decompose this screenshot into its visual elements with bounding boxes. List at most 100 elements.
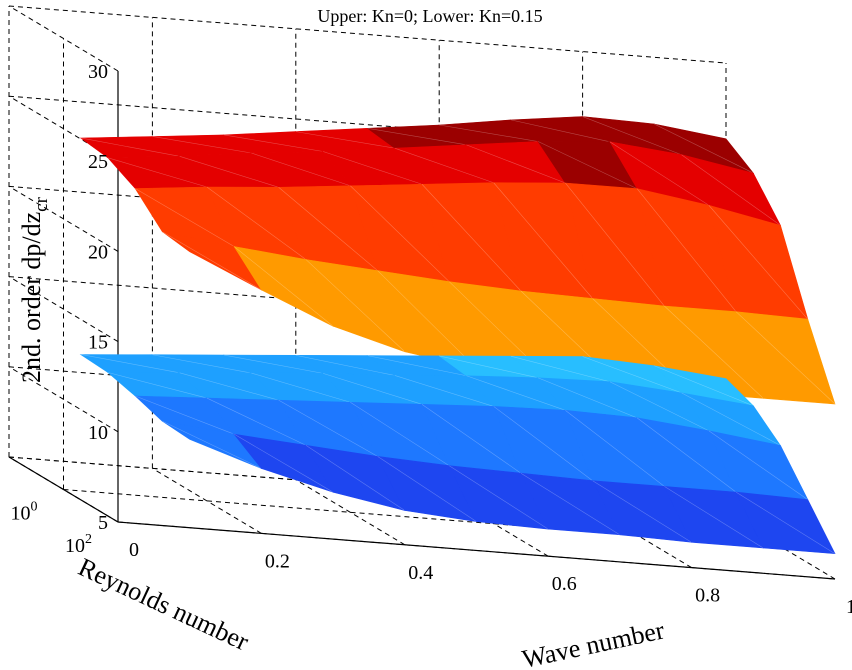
z-axis-label-sub: cr xyxy=(31,196,52,211)
z-tick-label: 15 xyxy=(88,332,108,354)
surface-mesh-edge xyxy=(305,259,406,352)
surface-mesh-edge xyxy=(394,375,494,407)
surface-mesh-edge xyxy=(135,395,235,435)
surface-mesh-edge xyxy=(295,131,395,149)
surface-mesh-edge xyxy=(493,406,593,481)
z-tick-label: 20 xyxy=(88,241,108,263)
x-tick-label: 0 xyxy=(129,539,139,561)
surface-mesh-edge xyxy=(592,480,692,543)
surface-mesh-edge xyxy=(224,134,324,152)
surface-mesh-edge xyxy=(636,417,737,493)
surface-patch xyxy=(735,491,836,555)
chart-title: Upper: Kn=0; Lower: Kn=0.15 xyxy=(317,6,542,26)
surface-mesh-edge xyxy=(681,154,781,226)
surface-mesh-edge xyxy=(421,184,522,292)
surface-mesh-edge xyxy=(609,381,709,432)
surface-mesh-edge xyxy=(206,397,306,446)
surface-mesh-edge xyxy=(350,402,450,466)
surface-mesh-edge xyxy=(179,156,279,188)
surface-mesh-edge xyxy=(466,144,566,184)
surface-mesh-edge xyxy=(251,372,351,403)
surface-mesh-edge xyxy=(510,119,610,143)
surface-mesh-edge xyxy=(538,141,638,190)
y-axis-label: Reynolds number xyxy=(74,552,253,656)
surface-mesh-edge xyxy=(162,231,262,291)
surface-mesh-edge xyxy=(322,373,423,405)
z-tick-label: 25 xyxy=(88,151,108,173)
y-tick-label: 100 xyxy=(11,500,38,525)
floor-gridline xyxy=(152,467,262,534)
surface-mesh-edge xyxy=(152,136,252,154)
surface-mesh-edge xyxy=(664,486,764,549)
back-wall-gridline xyxy=(8,5,727,64)
surface-mesh-edge xyxy=(251,152,351,187)
surface-mesh-edge xyxy=(80,137,180,157)
surface-mesh-edge xyxy=(636,188,737,312)
back-wall-gridline xyxy=(8,95,727,154)
surface-mesh-edge xyxy=(377,270,477,369)
surface-mesh-edge xyxy=(681,392,781,446)
back-wall-gridline xyxy=(8,185,727,244)
surface-mesh-edge xyxy=(233,433,334,493)
surface-mesh-edge xyxy=(664,305,764,399)
x-tick-label: 0.8 xyxy=(695,585,720,607)
y-tick-label: 102 xyxy=(65,532,92,557)
surface-mesh-edge xyxy=(735,491,836,554)
surface-mesh-edge xyxy=(582,356,682,394)
surface-mesh-edge xyxy=(538,377,638,419)
z-tick-label: 10 xyxy=(88,422,108,444)
surface-mesh-edge xyxy=(449,465,549,530)
surface-mesh-edge xyxy=(367,128,467,146)
surface-mesh-edge xyxy=(493,182,593,299)
surface-mesh-edge xyxy=(322,151,423,185)
floor-gridline xyxy=(63,489,781,547)
x-axis-line xyxy=(117,521,836,580)
back-wall-gridline xyxy=(8,276,727,335)
surface-mesh-edge xyxy=(394,147,494,184)
surface-mesh-edge xyxy=(179,372,279,401)
surface-mesh-edge xyxy=(735,311,836,405)
surface-mesh-edge xyxy=(107,157,207,188)
surface-mesh-edge xyxy=(278,399,378,457)
floor-gridline xyxy=(295,479,406,546)
surface-mesh-edge xyxy=(439,124,539,142)
surface-mesh-edge xyxy=(224,354,324,374)
surface-mesh-edge xyxy=(233,246,334,327)
y-axis-line xyxy=(8,456,119,523)
surface-mesh-edge xyxy=(367,355,467,377)
surface-mesh-edge xyxy=(107,372,207,399)
surface-mesh-edge xyxy=(565,410,665,487)
surface-lower xyxy=(79,354,836,555)
surface-mesh-edge xyxy=(520,472,621,536)
surface-mesh-edge xyxy=(206,186,307,260)
surface-mesh-edge xyxy=(162,420,262,469)
z-axis-label-main: 2nd. order dp/dz xyxy=(17,212,46,383)
surface-mesh-edge xyxy=(305,445,405,511)
surface-mesh-edge xyxy=(565,182,665,307)
surface-mesh-edge xyxy=(377,456,477,522)
surface-mesh-edge xyxy=(350,185,450,282)
floor-gridline xyxy=(8,456,727,515)
z-axis-label: 2nd. order dp/dzcr xyxy=(17,196,52,383)
surface-mesh-edge xyxy=(582,116,682,156)
x-axis-label: Wave number xyxy=(520,615,668,670)
surface-mesh-edge xyxy=(152,354,252,374)
surface-layer xyxy=(79,116,836,555)
surface-mesh-edge xyxy=(654,123,754,174)
surface-mesh-edge xyxy=(510,355,610,383)
surface-mesh-edge xyxy=(609,141,709,206)
z-tick-label: 30 xyxy=(88,61,108,83)
surface-mesh-edge xyxy=(421,404,522,474)
x-tick-label: 1 xyxy=(846,596,852,618)
z-tick-label: 5 xyxy=(98,512,108,534)
surface-mesh-edge xyxy=(466,375,566,411)
surface-mesh-edge xyxy=(708,205,808,320)
surface-mesh-edge xyxy=(80,354,180,374)
surface-mesh-edge xyxy=(654,365,754,407)
surface-mesh-edge xyxy=(295,355,395,376)
surface-mesh-edge xyxy=(278,187,378,271)
surface-mesh-edge xyxy=(439,355,539,379)
surface-patch xyxy=(735,311,836,405)
